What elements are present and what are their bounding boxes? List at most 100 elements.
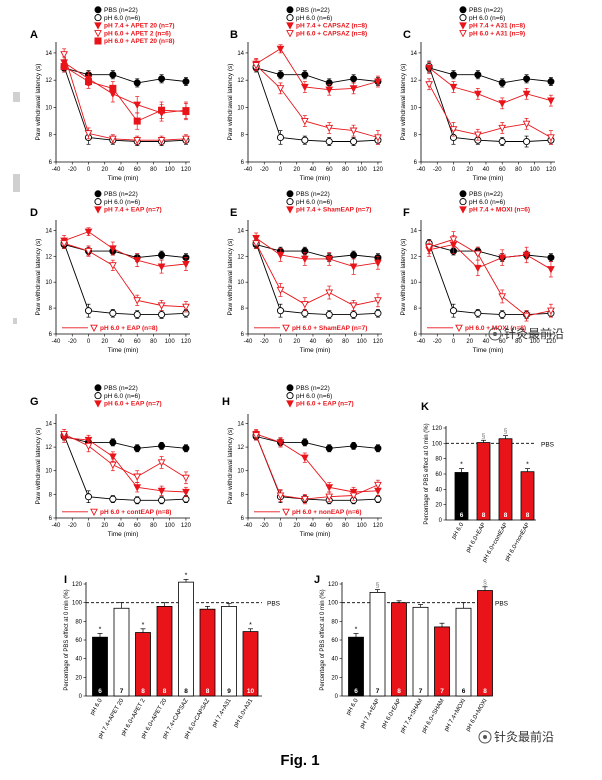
series	[60, 237, 190, 313]
side-artifact	[13, 92, 20, 102]
reference-line-label: PBS	[495, 601, 509, 608]
legend-entry: PBS (n=22)	[104, 191, 138, 198]
x-tick-label: 120	[373, 167, 384, 173]
y-tick-label: 20	[75, 675, 82, 681]
y-tick-label: 6	[49, 160, 53, 166]
data-point	[84, 307, 93, 315]
data-point	[109, 309, 117, 317]
category-label: pH 6.0	[451, 521, 465, 540]
series-line	[63, 54, 186, 141]
x-tick-label: 60	[134, 167, 141, 173]
data-point	[157, 137, 166, 145]
data-point	[523, 137, 531, 146]
category-label: pH 6.0+MOXI	[465, 698, 489, 733]
legend-marker	[94, 6, 102, 14]
data-point	[374, 444, 382, 452]
y-tick-label: 10	[237, 469, 244, 475]
series-line	[63, 243, 186, 316]
legend-entry: pH 6.0 + EAP (n=7)	[296, 401, 354, 408]
legend-entry: pH 6.0 + contEAP (n=8)	[100, 509, 171, 516]
y-tick-label: 80	[435, 457, 442, 463]
data-point	[325, 484, 334, 492]
bar	[113, 607, 130, 697]
x-tick-label: -20	[68, 523, 77, 529]
legend-entry: PBS (n=22)	[104, 385, 138, 392]
y-tick-label: 10	[237, 105, 244, 111]
data-point	[522, 90, 531, 99]
x-tick-label: 80	[150, 339, 157, 345]
panel-letter-I: I	[64, 574, 67, 586]
x-tick-label: 0	[279, 523, 283, 529]
y-tick-label: 14	[410, 228, 417, 234]
data-point	[325, 289, 334, 297]
category-label: pH 6.0+nonEAP	[504, 522, 531, 562]
data-point	[84, 130, 93, 138]
x-tick-label: -40	[417, 167, 426, 173]
data-point	[109, 438, 117, 446]
y-tick-label: 14	[45, 51, 52, 57]
figure-label: Fig. 1	[280, 752, 319, 769]
y-axis-label: Paw withdrawal latency (s)	[400, 239, 407, 316]
category-label: pH 6.0+SHAM	[421, 698, 445, 734]
data-point	[133, 101, 142, 109]
x-tick-label: 40	[118, 339, 125, 345]
x-tick-label: -20	[433, 167, 442, 173]
significance-mark: *	[142, 622, 145, 629]
legend-entry: pH 6.0 (n=6)	[104, 393, 140, 400]
data-point	[449, 236, 458, 244]
x-tick-label: 0	[452, 339, 456, 345]
side-artifact	[13, 318, 17, 324]
x-tick-label: 60	[134, 339, 141, 345]
y-tick-label: 80	[75, 619, 82, 625]
data-point	[276, 85, 285, 93]
y-axis-label: Paw withdrawal latency (s)	[227, 428, 234, 505]
legend-marker	[459, 14, 467, 22]
data-point	[449, 71, 457, 79]
data-point	[182, 444, 190, 452]
y-tick-label: 0	[79, 694, 83, 700]
legend-marker	[94, 198, 102, 206]
y-tick-label: 100	[432, 441, 443, 447]
series-line	[255, 435, 379, 500]
data-point	[84, 248, 93, 256]
category-label: pH 6.0+EAP	[465, 522, 487, 554]
data-point	[349, 127, 358, 135]
data-point	[301, 496, 309, 504]
legend-marker	[90, 508, 98, 517]
x-tick-label: -40	[52, 339, 61, 345]
series-line	[63, 62, 186, 114]
y-tick-label: 12	[45, 78, 52, 84]
bar-n-label: 7	[419, 688, 423, 695]
legend-marker	[286, 14, 294, 22]
legend-entry: pH 6.0 (n=6)	[296, 393, 332, 400]
data-point	[374, 134, 382, 142]
data-point	[276, 439, 285, 447]
x-tick-label: 40	[483, 167, 490, 173]
x-tick-label: 0	[87, 339, 91, 345]
x-tick-label: 120	[181, 339, 192, 345]
significance-mark: §	[504, 429, 508, 436]
data-point	[157, 459, 166, 467]
y-tick-label: 12	[410, 78, 417, 84]
panel-letter-C: C	[403, 29, 411, 41]
y-tick-label: 100	[328, 601, 339, 607]
data-point	[325, 255, 334, 264]
x-tick-label: 0	[87, 167, 91, 173]
data-point	[133, 473, 142, 481]
category-label: pH 6.0+EAP	[381, 698, 403, 730]
x-tick-label: 0	[87, 523, 91, 529]
x-tick-label: -20	[260, 167, 269, 173]
y-tick-label: 60	[435, 472, 442, 478]
category-label: pH 6.0	[90, 697, 104, 716]
y-tick-label: 120	[328, 582, 339, 588]
x-tick-label: 100	[165, 167, 176, 173]
y-tick-label: 8	[414, 306, 418, 312]
x-tick-label: 40	[310, 523, 317, 529]
x-tick-label: 100	[357, 339, 368, 345]
x-tick-label: 60	[499, 167, 506, 173]
legend-entry: pH 7.4 + APET 20 (n=7)	[104, 23, 175, 30]
x-tick-label: 20	[466, 339, 473, 345]
data-point	[158, 106, 166, 114]
significance-mark: §	[376, 583, 380, 590]
watermark-top: 针灸最前沿	[488, 326, 564, 341]
